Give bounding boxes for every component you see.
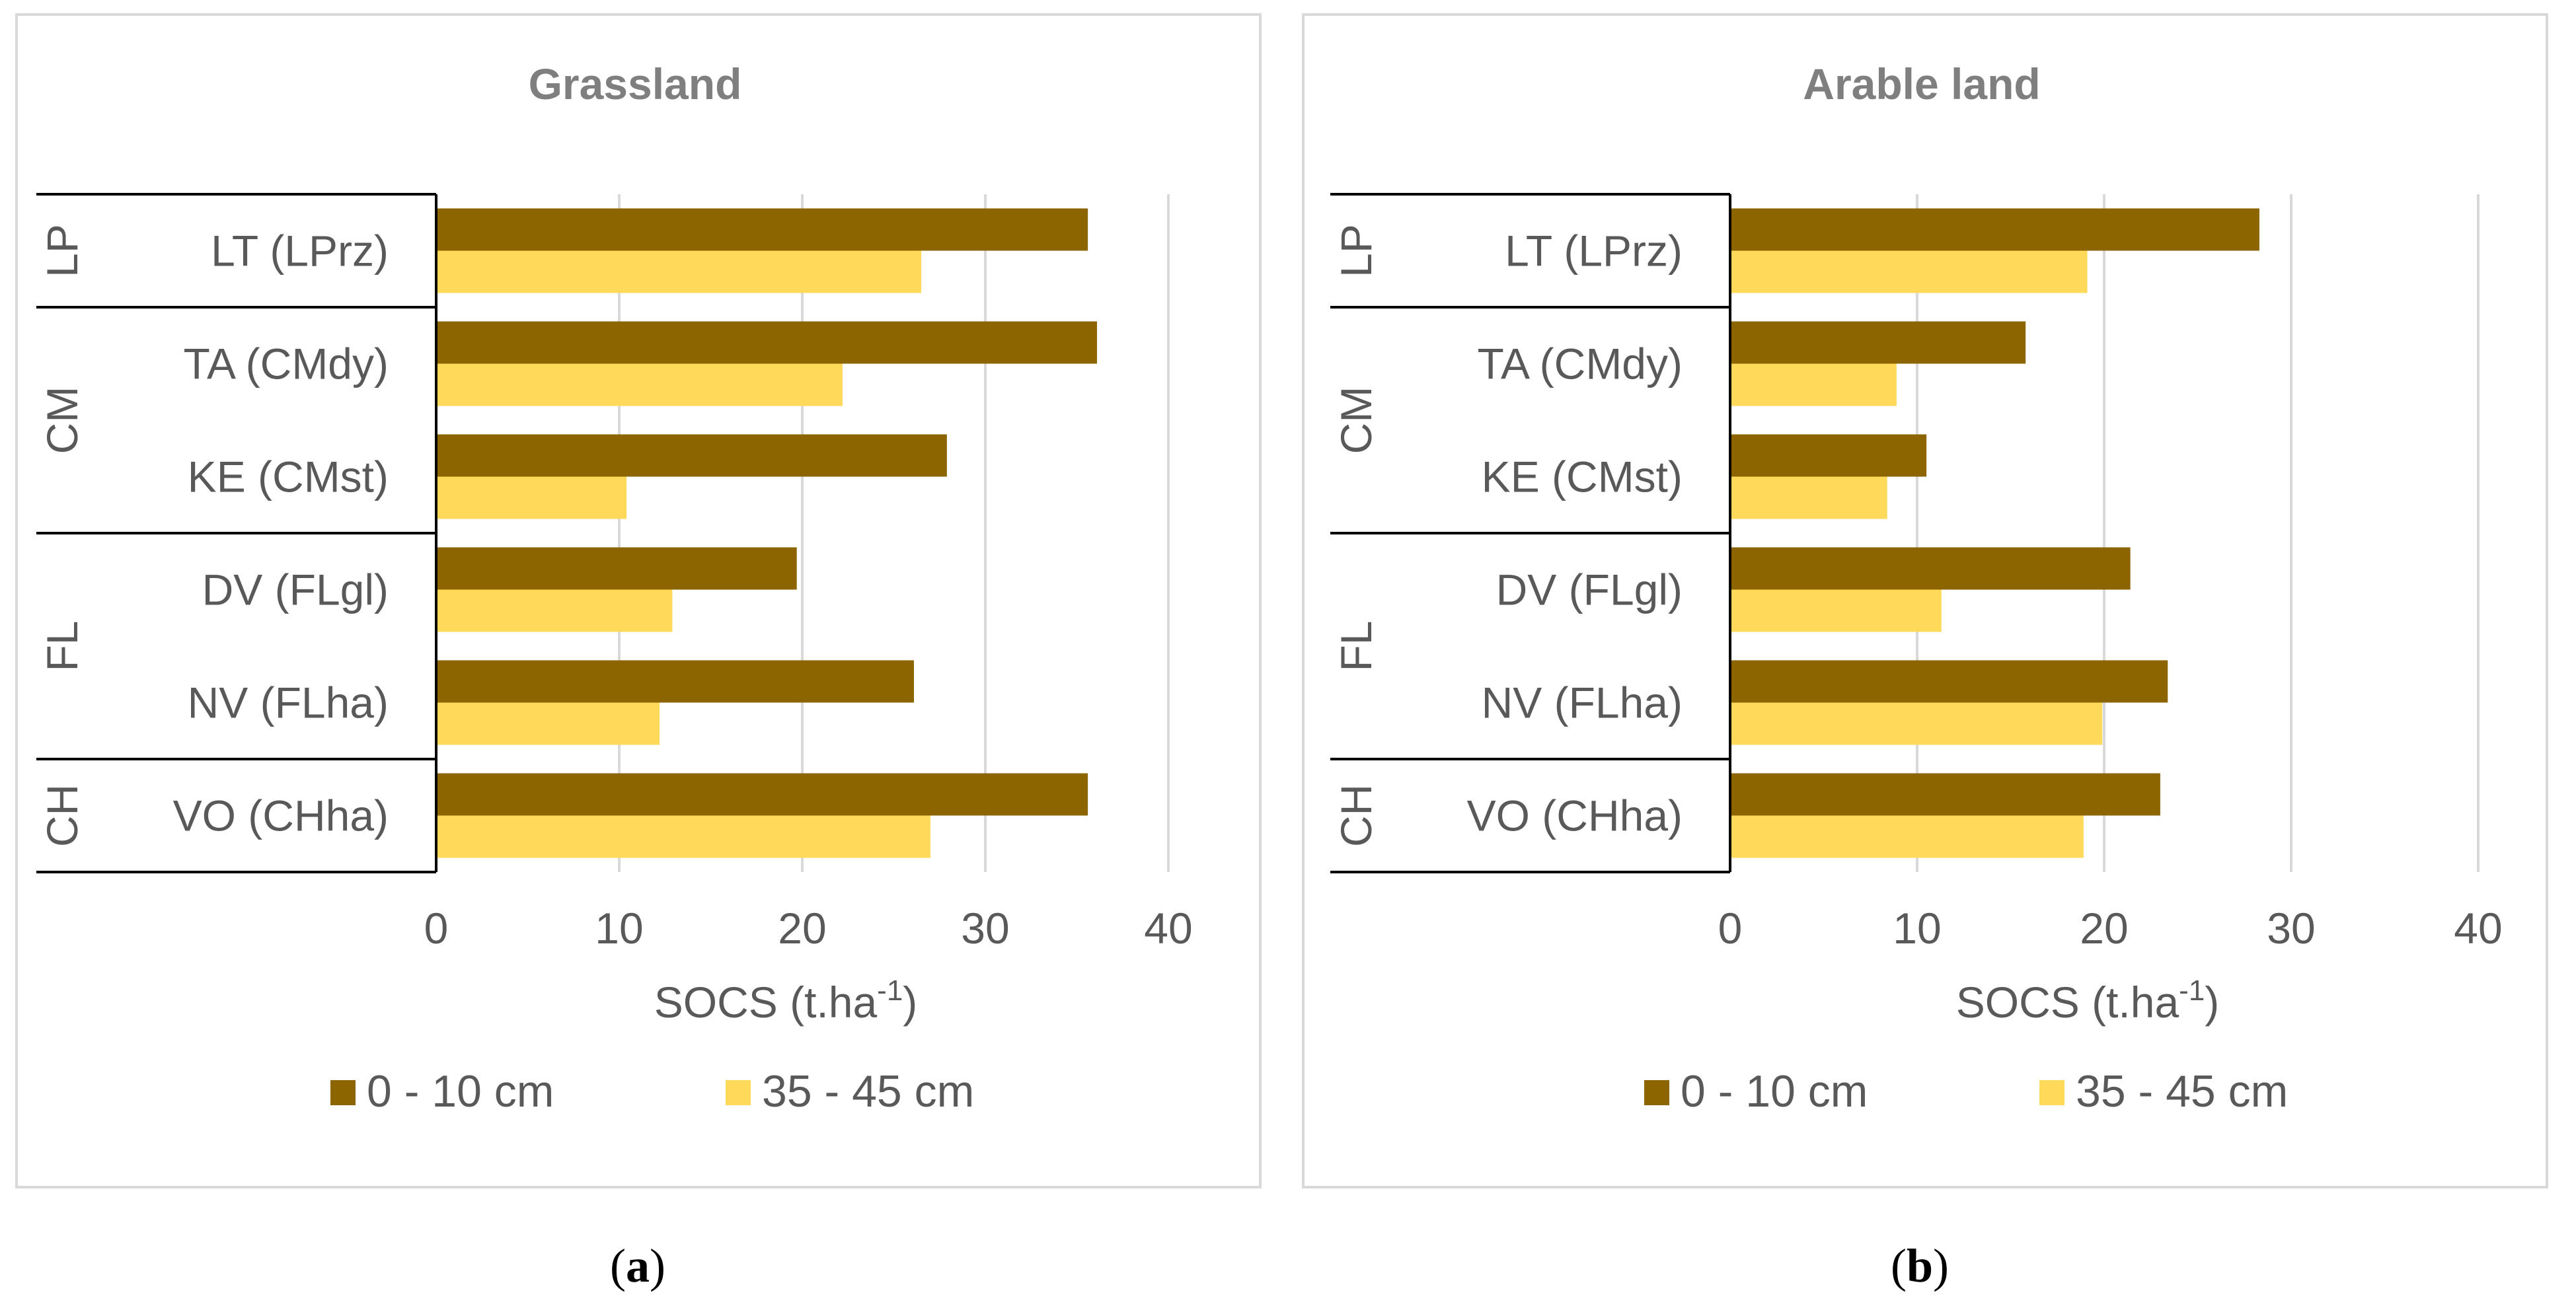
category-label: VO (CHha) [173,791,389,840]
group-label: FL [1332,620,1381,671]
legend: 0 - 10 cm 35 - 45 cm [1644,1066,2288,1116]
tick-label: 20 [2080,904,2128,953]
caption-close: ) [650,1239,665,1292]
category-label: NV (FLha) [1482,678,1683,727]
bar-6-series-1 [1730,773,2160,816]
chart-frame [15,13,1262,1188]
category-label: LT (LPrz) [211,227,389,275]
bar-5-series-2 [1730,702,2103,745]
category-label: KE (CMst) [1482,453,1683,501]
legend-swatch-series-2 [726,1080,751,1105]
category-label: DV (FLgl) [202,566,389,614]
category-label: DV (FLgl) [1496,566,1683,614]
category-label: NV (FLha) [188,678,389,727]
group-label: LP [38,224,87,277]
group-label: CM [1332,386,1381,455]
x-axis-title: SOCS (t.ha-1) [1956,974,2220,1027]
caption-letter: a [626,1239,650,1292]
legend-label-series-1: 0 - 10 cm [1681,1066,1868,1116]
category-label: VO (CHha) [1467,791,1683,840]
bar-3-series-2 [436,476,627,519]
tick-label: 40 [1144,904,1192,953]
bar-6-series-2 [1730,815,2084,858]
tick-label: 20 [778,904,826,953]
tick-label: 30 [2267,904,2315,953]
bar-4-series-2 [436,589,673,632]
x-axis-title-end: ) [903,978,917,1027]
bar-2-series-1 [436,321,1097,364]
tick-label: 0 [424,904,449,953]
tick-label: 30 [961,904,1009,953]
category-label: TA (CMdy) [1478,340,1683,388]
panel-caption: (b) [1891,1239,1949,1292]
bar-4-series-2 [1730,589,1942,632]
bar-4-series-1 [436,547,797,590]
tick-label: 10 [1893,904,1941,953]
legend-swatch-series-2 [2039,1080,2065,1105]
caption-open: ( [610,1239,626,1292]
panel-caption: (a) [610,1239,665,1292]
legend-label-series-2: 35 - 45 cm [762,1066,974,1116]
bar-6-series-2 [436,815,930,858]
caption-close: ) [1933,1239,1949,1292]
group-label: CH [38,784,87,847]
chart-frame [1302,13,2548,1188]
bar-2-series-2 [436,363,843,406]
group-label: FL [38,620,87,671]
tick-label: 10 [595,904,643,953]
bar-3-series-2 [1730,476,1887,519]
bar-group [436,208,1097,858]
x-axis-title: SOCS (t.ha-1) [654,974,918,1027]
bar-1-series-2 [436,250,922,293]
bar-2-series-1 [1730,321,2026,364]
bar-5-series-1 [1730,660,2168,703]
category-label: LT (LPrz) [1505,227,1683,275]
bar-6-series-1 [436,773,1088,816]
bar-5-series-1 [436,660,914,703]
bar-3-series-1 [436,434,947,477]
caption-open: ( [1891,1239,1907,1292]
tick-label: 40 [2454,904,2502,953]
tick-label: 0 [1718,904,1743,953]
x-axis-title-end: ) [2205,978,2219,1027]
bar-3-series-1 [1730,434,1927,477]
bar-1-series-2 [1730,250,2088,293]
legend-label-series-1: 0 - 10 cm [367,1066,554,1116]
group-label: CM [38,386,87,455]
x-axis-title-sup: -1 [2179,974,2205,1007]
category-label: KE (CMst) [188,453,389,501]
bar-2-series-2 [1730,363,1897,406]
chart-panel-1: Grassland LT (LPrz) TA (CMdy) KE (CMst) DV (… [15,13,1262,1292]
bar-5-series-2 [436,702,660,745]
bar-1-series-1 [436,208,1088,251]
chart-title: Grassland [529,59,742,108]
chart-title: Arable land [1803,59,2040,108]
legend: 0 - 10 cm 35 - 45 cm [330,1066,974,1116]
legend-swatch-series-1 [1644,1080,1669,1105]
x-axis-title-main: SOCS (t.ha [1956,978,2179,1027]
bar-4-series-1 [1730,547,2131,590]
group-label: LP [1332,224,1381,277]
category-label: TA (CMdy) [184,340,389,388]
x-axis-title-sup: -1 [877,974,903,1007]
group-label: CH [1332,784,1381,847]
bar-1-series-1 [1730,208,2259,251]
x-axis-title-main: SOCS (t.ha [654,978,878,1027]
caption-letter: b [1907,1239,1933,1292]
bar-group [1730,208,2259,858]
legend-swatch-series-1 [330,1080,356,1105]
legend-label-series-2: 35 - 45 cm [2076,1066,2288,1116]
chart-panel-2: Arable land LT (LPrz) TA (CMdy) KE (CMst) DV… [1302,13,2548,1292]
